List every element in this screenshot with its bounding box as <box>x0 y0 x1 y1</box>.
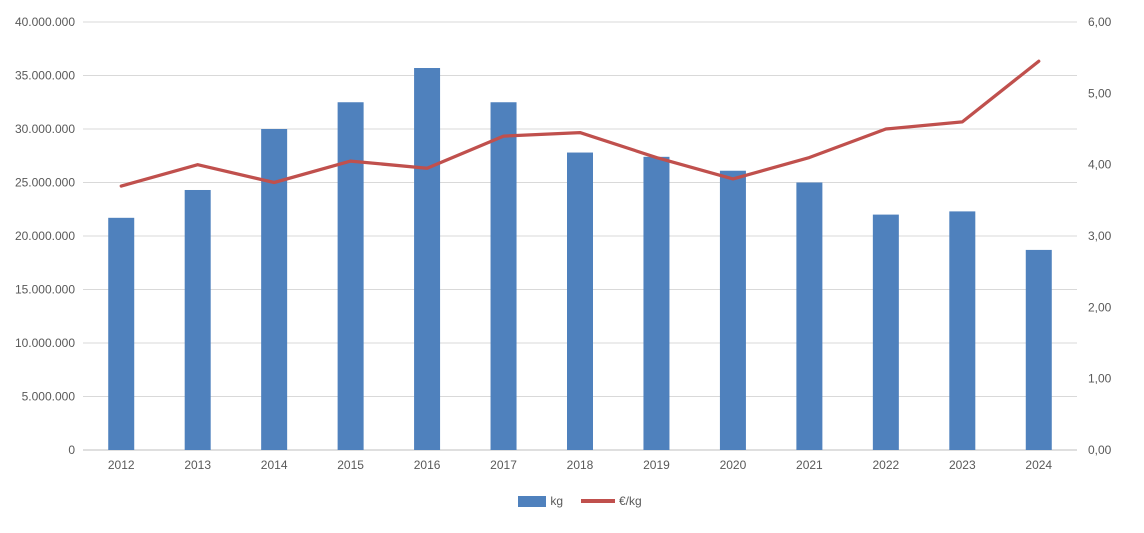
right-axis-tick-label: 4,00 <box>1088 158 1112 172</box>
x-axis-tick-label-2022: 2022 <box>872 458 899 472</box>
left-axis-labels: 0 5.000.000 10.000.000 15.000.000 20.000.000… <box>15 15 75 457</box>
x-axis-tick-label-2016: 2016 <box>414 458 441 472</box>
bar-2020 <box>719 170 746 451</box>
bar-2024 <box>1025 249 1052 450</box>
bar-2019 <box>643 156 670 450</box>
x-axis-tick-label-2019: 2019 <box>643 458 670 472</box>
left-axis-tick-label: 35.000.000 <box>15 69 75 83</box>
right-axis-labels: 0,00 1,00 2,00 3,00 4,00 5,00 6,00 <box>1088 15 1112 457</box>
x-axis-tick-label-2018: 2018 <box>567 458 594 472</box>
x-axis-tick-label-2020: 2020 <box>720 458 747 472</box>
kg-series-swatch-icon <box>518 495 547 507</box>
bar-2021 <box>796 182 823 450</box>
x-axis-tick-label-2021: 2021 <box>796 458 823 472</box>
bar-2012 <box>108 217 135 450</box>
legend-item-eur-per-kg: €/kg <box>581 494 642 508</box>
x-axis-labels: 2012 2013 2014 2015 2016 2017 2018 2019 2020 2021… <box>108 458 1053 472</box>
left-axis-tick-label: 5.000.000 <box>22 390 76 404</box>
right-axis-tick-label: 0,00 <box>1088 443 1112 457</box>
x-axis-tick-label-2013: 2013 <box>184 458 211 472</box>
right-axis-tick-label: 5,00 <box>1088 86 1112 100</box>
x-axis-tick-label-2023: 2023 <box>949 458 976 472</box>
price-line <box>119 59 1041 188</box>
x-axis-tick-label-2024: 2024 <box>1025 458 1052 472</box>
bar-2015 <box>337 102 364 450</box>
left-axis-tick-label: 25.000.000 <box>15 176 75 190</box>
legend-item-kg: kg <box>518 494 563 508</box>
right-axis-tick-label: 2,00 <box>1088 300 1112 314</box>
left-axis-tick-label: 0 <box>68 443 75 457</box>
left-axis-tick-label: 40.000.000 <box>15 15 75 29</box>
left-axis-tick-label: 20.000.000 <box>15 229 75 243</box>
bar-2023 <box>949 211 976 450</box>
eur-per-kg-series-swatch-icon <box>581 499 615 503</box>
bar-2017 <box>490 102 517 450</box>
x-axis-tick-label-2015: 2015 <box>337 458 364 472</box>
price-line-path <box>119 59 1041 188</box>
left-axis-tick-label: 10.000.000 <box>15 336 75 350</box>
left-axis-tick-label: 15.000.000 <box>15 283 75 297</box>
bar-2013 <box>184 189 211 451</box>
kg-series-label: kg <box>550 494 563 508</box>
bar-2022 <box>872 214 899 450</box>
bar-2018 <box>567 152 593 451</box>
right-axis-tick-label: 1,00 <box>1088 372 1112 386</box>
left-axis-tick-label: 30.000.000 <box>15 122 75 136</box>
chart-legend: kg €/kg <box>83 494 1077 508</box>
x-axis-tick-label-2014: 2014 <box>261 458 288 472</box>
x-axis-tick-label-2012: 2012 <box>108 458 135 472</box>
right-axis-tick-label: 6,00 <box>1088 15 1112 29</box>
eur-per-kg-series-label: €/kg <box>619 494 642 508</box>
bars <box>108 68 1052 451</box>
x-axis-tick-label-2017: 2017 <box>490 458 517 472</box>
bar-2016 <box>414 68 441 450</box>
right-axis-tick-label: 3,00 <box>1088 229 1112 243</box>
bar-2014 <box>261 129 288 450</box>
